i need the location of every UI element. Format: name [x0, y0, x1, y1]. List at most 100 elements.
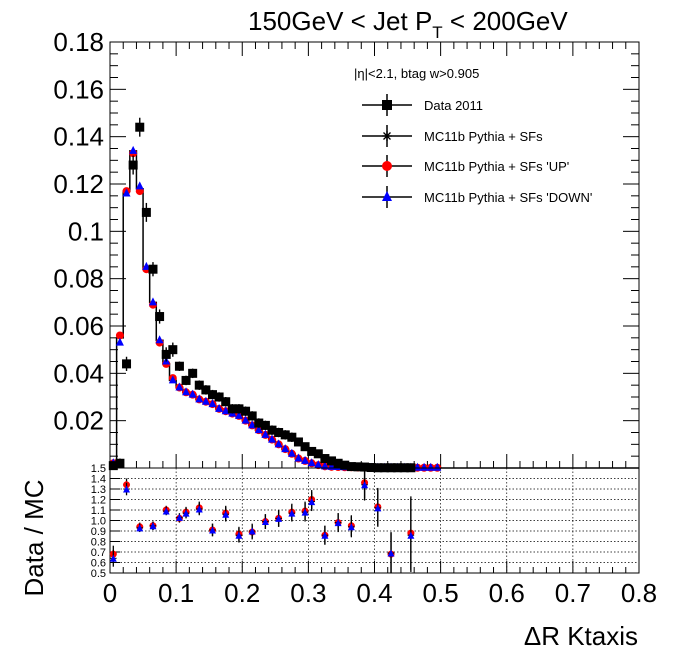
data-point: [346, 462, 356, 472]
ratio-point: [182, 509, 190, 517]
ratio-point: [387, 549, 395, 557]
data-point: [182, 387, 191, 396]
data-point: [155, 312, 165, 322]
data-point: [122, 359, 132, 369]
ratio-y-tick-label: 0.7: [91, 547, 106, 559]
data-point: [128, 160, 138, 170]
ratio-y-tick-label: 0.9: [91, 526, 106, 538]
legend-label: MC11b Pythia + SFs 'UP': [424, 159, 569, 174]
ratio-point: [374, 504, 382, 512]
data-point: [320, 454, 330, 464]
data-point: [280, 430, 290, 440]
data-point: [307, 458, 316, 467]
data-point: [268, 434, 277, 443]
legend-marker: [382, 191, 392, 201]
y-tick-label: 0.12: [53, 169, 104, 199]
ratio-point: [248, 527, 256, 535]
data-point: [360, 462, 370, 472]
legend-marker: [382, 100, 392, 110]
y-axis-label: Data / MC: [19, 479, 49, 596]
ratio-point: [275, 514, 283, 522]
data-point: [135, 122, 145, 132]
x-tick-label: 0.8: [621, 578, 657, 608]
data-point: [208, 399, 217, 408]
data-point: [433, 462, 442, 471]
data-point: [307, 446, 317, 456]
ratio-point: [162, 507, 170, 515]
ratio-point: [109, 554, 117, 562]
ratio-y-tick-label: 1.1: [91, 505, 106, 517]
chart-title-sub: T: [432, 23, 442, 42]
data-point: [267, 425, 277, 435]
data-point: [327, 456, 337, 466]
data-point: [221, 397, 231, 407]
data-point: [234, 410, 243, 419]
y-tick-label: 0.1: [68, 216, 104, 246]
ratio-point: [334, 519, 342, 527]
ratio-y-tick-label: 1.0: [91, 516, 106, 528]
data-point: [247, 411, 257, 421]
data-point: [188, 368, 198, 378]
ratio-point: [288, 509, 296, 517]
selection-annotation: |η|<2.1, btag w>0.905: [354, 66, 479, 81]
ratio-point: [407, 531, 415, 539]
data-point: [313, 449, 323, 459]
chart-title: 150GeV < Jet PT < 200GeV: [248, 6, 568, 42]
data-point: [188, 389, 197, 398]
data-point: [234, 404, 244, 414]
ratio-point: [235, 531, 243, 539]
data-point: [413, 462, 422, 471]
data-point: [161, 349, 171, 359]
data-point: [215, 403, 224, 412]
ratio-point: [195, 505, 203, 513]
ratio-point: [175, 513, 183, 521]
legend-label: MC11b Pythia + SFs 'DOWN': [424, 190, 592, 205]
data-point: [148, 297, 157, 306]
x-axis-label: ΔR Ktaxis: [524, 621, 638, 651]
ratio-point: [321, 531, 329, 539]
y-tick-label: 0.02: [53, 406, 104, 436]
data-point: [221, 406, 230, 415]
data-point: [353, 462, 363, 472]
ratio-point: [208, 526, 216, 534]
ratio-point: [149, 522, 157, 530]
ratio-point: [261, 518, 269, 526]
chart-title-tail: < 200GeV: [443, 6, 569, 36]
data-point: [254, 418, 264, 428]
data-point: [168, 345, 178, 355]
ratio-y-tick-label: 0.6: [91, 558, 106, 570]
ratio-y-tick-label: 1.2: [91, 495, 106, 507]
data-point: [333, 458, 343, 468]
data-point: [281, 444, 290, 453]
data-point: [340, 460, 350, 470]
data-point: [115, 337, 124, 346]
data-point: [135, 181, 144, 190]
data-point: [227, 404, 237, 414]
data-point: [260, 420, 270, 430]
y-tick-label: 0.14: [53, 122, 104, 152]
data-point: [141, 207, 151, 217]
data-point: [426, 462, 435, 471]
y-tick-label: 0.06: [53, 311, 104, 341]
ratio-point: [308, 498, 316, 506]
data-point: [214, 392, 224, 402]
data-point: [261, 429, 270, 438]
data-point: [175, 382, 184, 391]
y-tick-label: 0.08: [53, 264, 104, 294]
x-tick-label: 0.4: [356, 578, 392, 608]
data-point: [248, 420, 257, 429]
ratio-point: [123, 485, 131, 493]
data-point: [129, 145, 138, 154]
y-tick-label: 0.18: [53, 27, 104, 57]
data-point: [148, 264, 158, 274]
data-point: [420, 462, 429, 471]
data-point: [122, 188, 131, 197]
data-point: [201, 385, 211, 395]
data-point: [207, 390, 217, 400]
legend-label: Data 2011: [424, 98, 483, 113]
ratio-point: [301, 508, 309, 516]
chart-title-main: 150GeV < Jet P: [248, 6, 432, 36]
x-tick-label: 0.5: [423, 578, 459, 608]
ratio-plot-area: 0.50.60.70.80.91.01.11.21.31.41.5: [91, 463, 640, 580]
data-point: [300, 442, 310, 452]
